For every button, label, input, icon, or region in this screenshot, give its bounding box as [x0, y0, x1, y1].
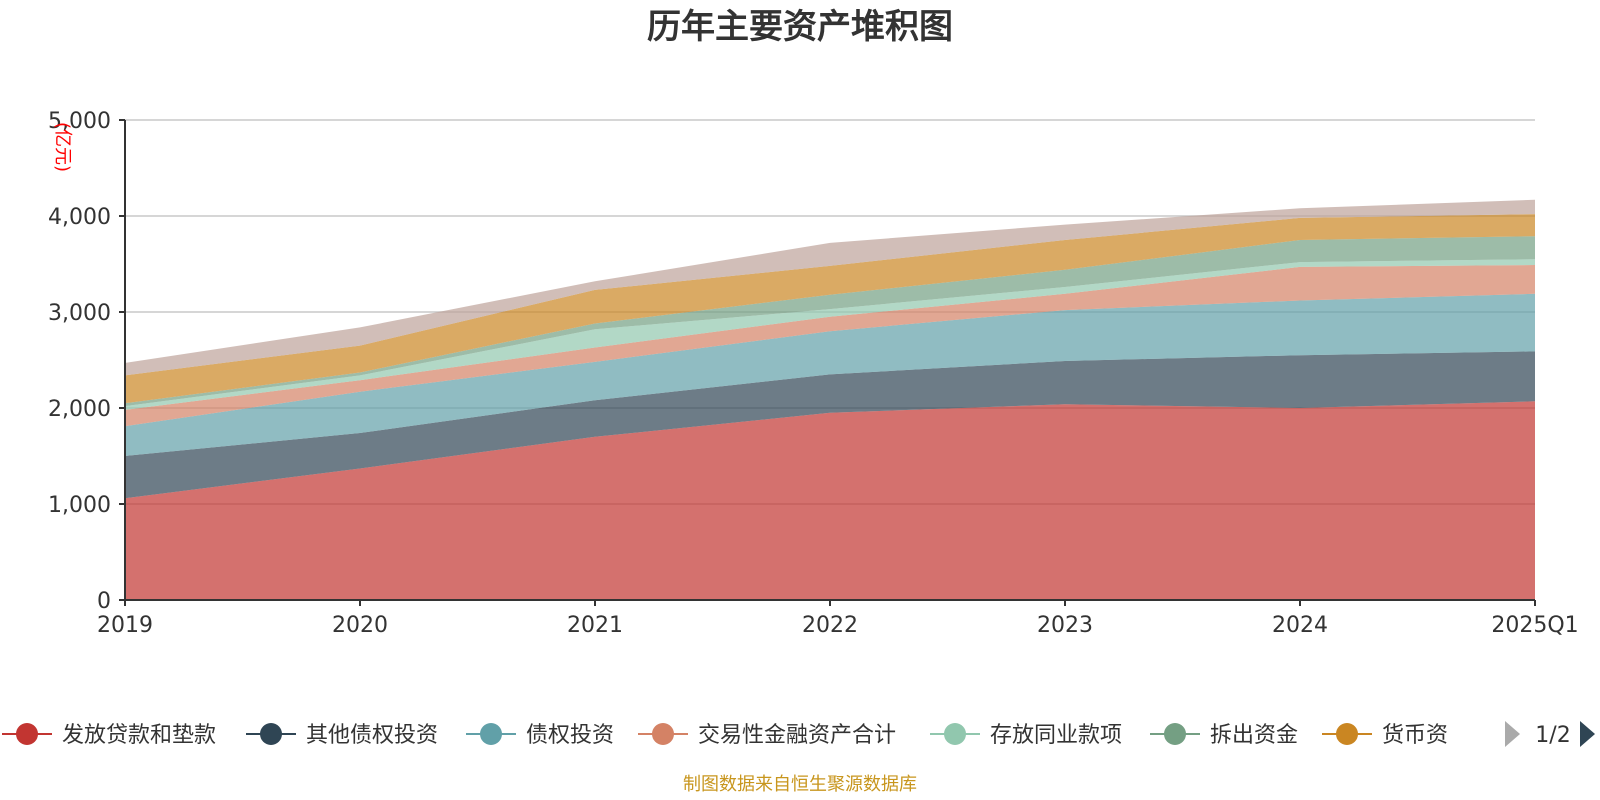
legend-marker-circle: [480, 723, 502, 745]
legend-item[interactable]: 拆出资金: [1150, 723, 1298, 748]
x-tick-label: 2025Q1: [1491, 613, 1578, 638]
legend-label: 债权投资: [526, 723, 614, 748]
area-series-4: [125, 265, 1535, 427]
legend-marker-circle: [260, 723, 282, 745]
legend-prev-page-icon[interactable]: [1505, 721, 1520, 747]
legend-next-page-icon[interactable]: [1580, 721, 1595, 747]
legend-item[interactable]: 其他债权投资: [246, 723, 438, 748]
legend: 发放贷款和垫款 其他债权投资 债权投资 交易性金融资产合计 存放同业款项 拆出资金 货币资 1…: [2, 721, 1595, 748]
chart-title: 历年主要资产堆积图: [647, 7, 953, 47]
x-tick-label: 2019: [97, 613, 153, 638]
legend-marker-circle: [1164, 723, 1186, 745]
legend-item[interactable]: 货币资: [1322, 723, 1448, 748]
area-series-6: [125, 236, 1535, 407]
x-tick-label: 2021: [567, 613, 623, 638]
legend-marker-circle: [16, 723, 38, 745]
legend-marker-circle: [944, 723, 966, 745]
area-series-7: [125, 214, 1535, 404]
data-source-note: 制图数据来自恒生聚源数据库: [683, 774, 917, 795]
legend-marker-circle: [652, 723, 674, 745]
legend-item[interactable]: 存放同业款项: [930, 723, 1122, 748]
area-series-3: [125, 293, 1535, 456]
y-tick-label: 0: [97, 589, 111, 614]
legend-label: 拆出资金: [1210, 723, 1298, 748]
legend-label: 其他债权投资: [306, 723, 438, 748]
legend-label: 货币资: [1382, 723, 1448, 748]
y-tick-label: 5,000: [48, 109, 111, 134]
y-tick-label: 3,000: [48, 301, 111, 326]
area-series-1: [125, 401, 1535, 600]
legend-marker-circle: [1336, 723, 1358, 745]
y-axis-unit: (亿元): [52, 122, 73, 172]
legend-label: 存放同业款项: [990, 723, 1122, 748]
legend-page-indicator: 1/2: [1535, 723, 1570, 748]
area-series-2: [125, 351, 1535, 499]
legend-item[interactable]: 发放贷款和垫款: [2, 723, 216, 748]
x-tick-label: 2023: [1037, 613, 1093, 638]
x-tick-label: 2024: [1272, 613, 1328, 638]
x-tick-label: 2020: [332, 613, 388, 638]
y-tick-label: 1,000: [48, 493, 111, 518]
legend-item[interactable]: 债权投资: [466, 723, 614, 748]
legend-label: 发放贷款和垫款: [62, 723, 216, 748]
legend-item[interactable]: 交易性金融资产合计: [638, 723, 896, 748]
legend-label: 交易性金融资产合计: [698, 723, 896, 748]
y-tick-label: 2,000: [48, 397, 111, 422]
axes: 0 1,000 2,000 3,000 4,000 5,000 2019 2020 2021 20…: [48, 109, 1579, 638]
x-tick-label: 2022: [802, 613, 858, 638]
area-series: [125, 199, 1535, 600]
y-tick-label: 4,000: [48, 205, 111, 230]
